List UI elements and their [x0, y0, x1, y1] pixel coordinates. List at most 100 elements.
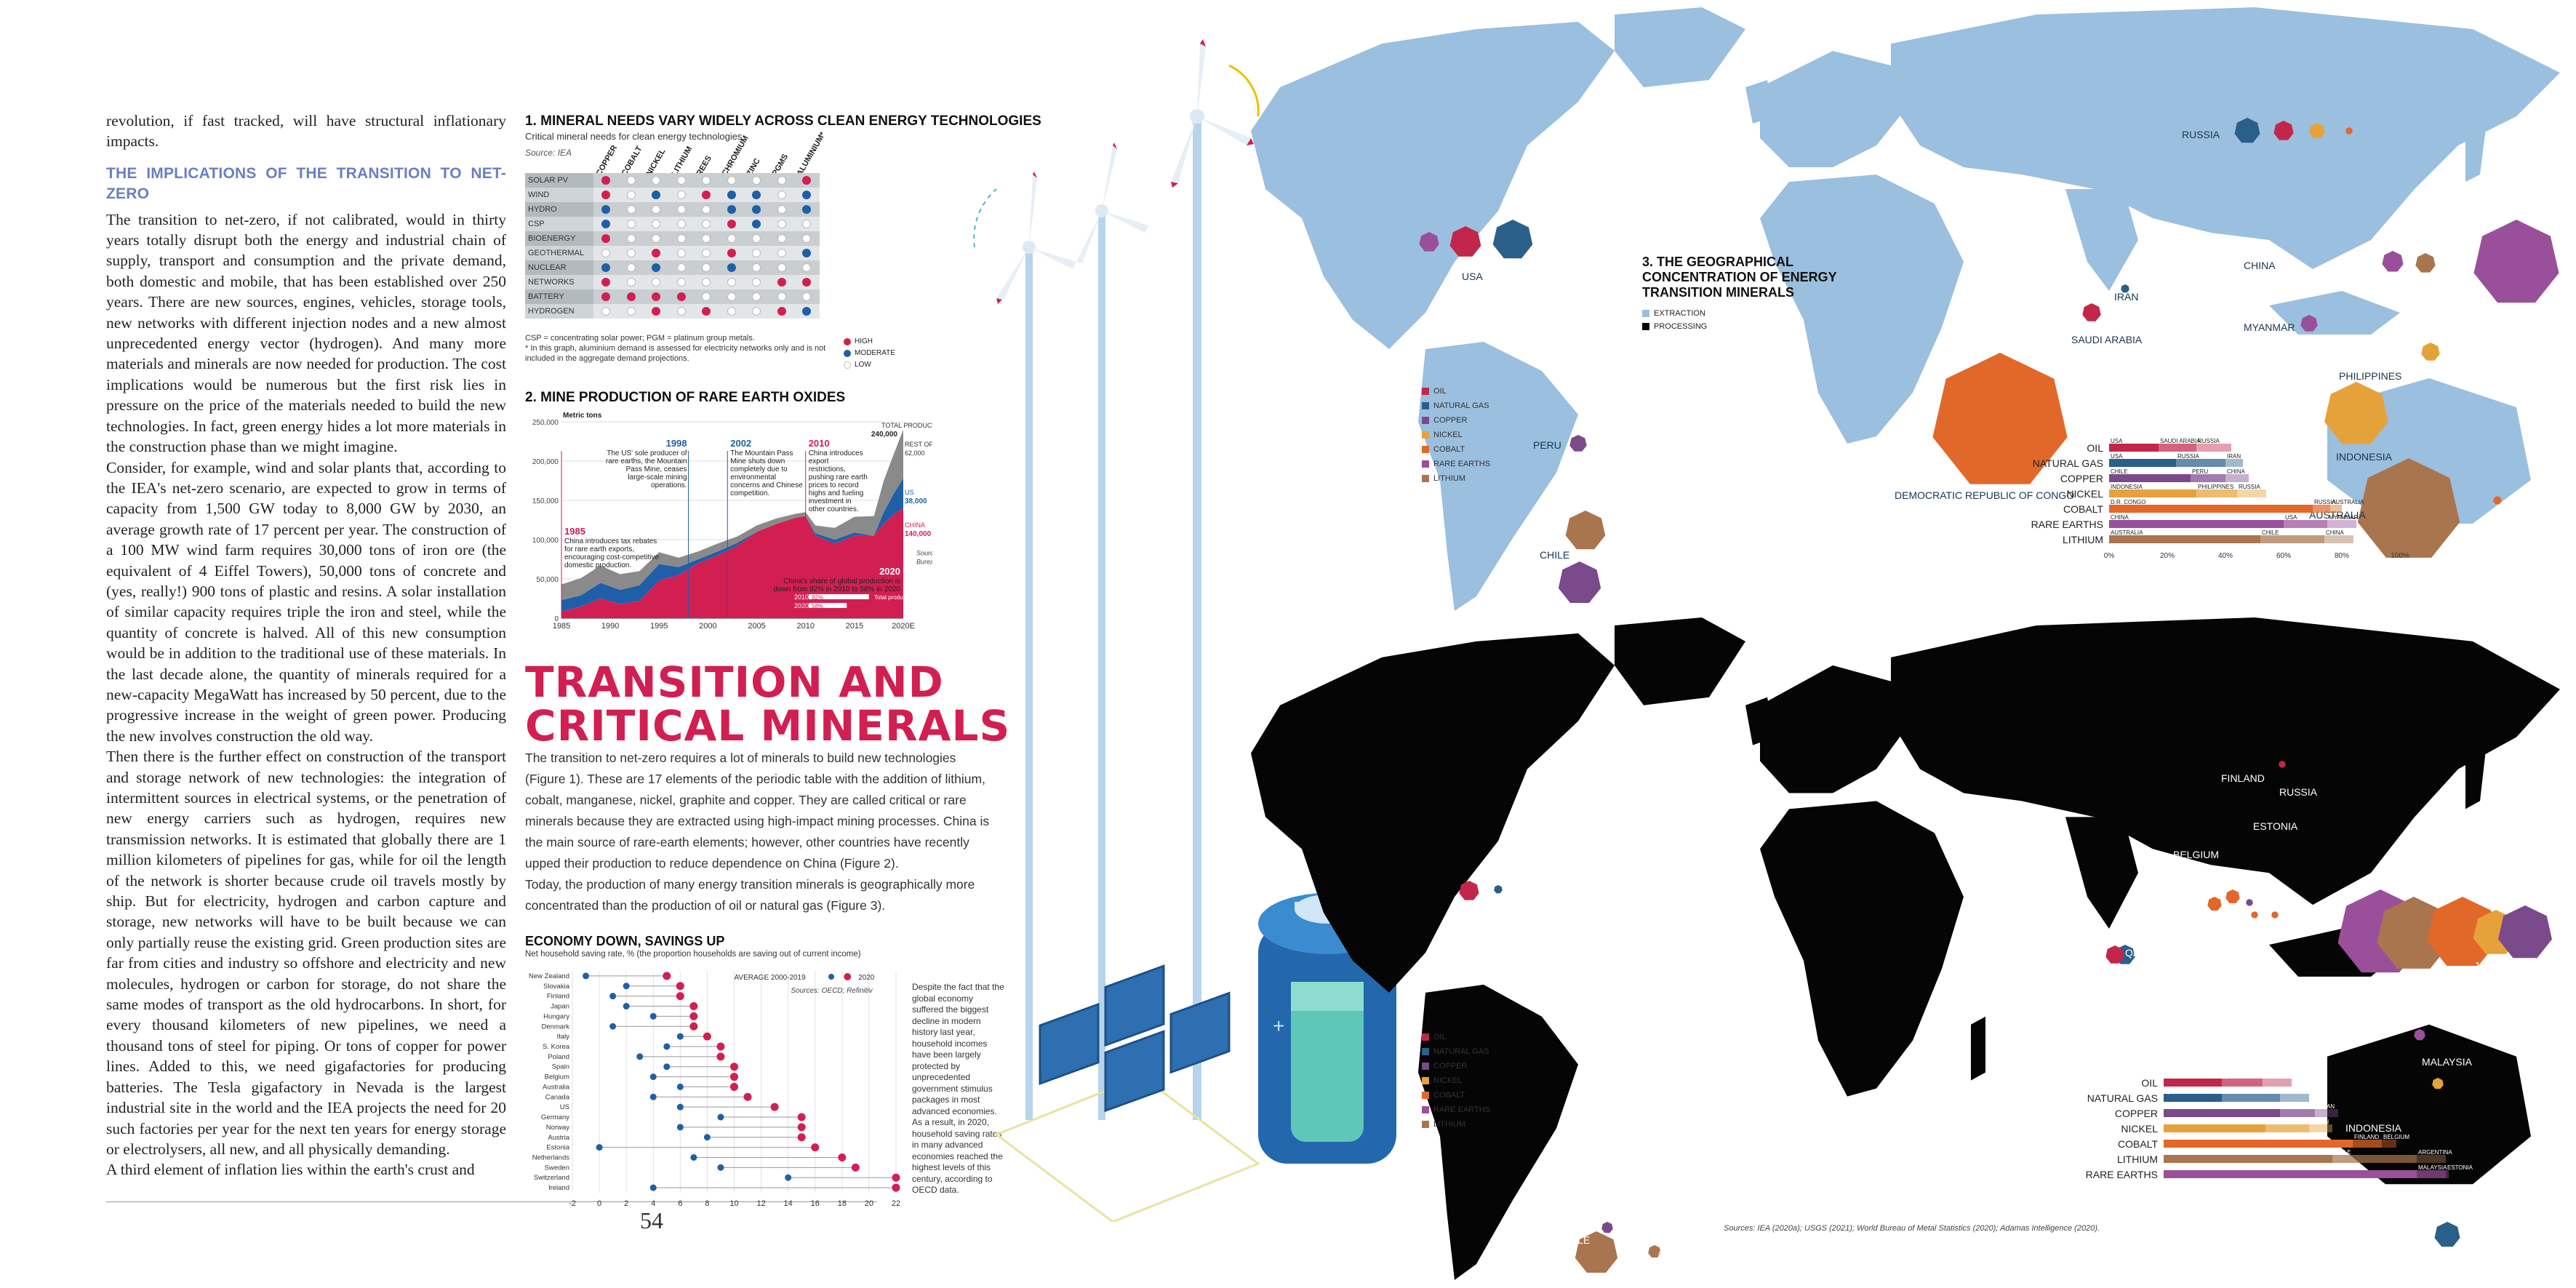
- annotation-text: The Mountain Pass: [730, 449, 793, 457]
- annotation-text: China introduces: [809, 449, 863, 457]
- table-cell: [769, 188, 795, 202]
- country-label: Australia: [543, 1083, 570, 1091]
- country-label: DEMOCRATIC REPUBLIC OF CONGO: [1895, 489, 2074, 501]
- table-cell: [593, 260, 619, 275]
- table-cell: [619, 173, 644, 188]
- 2020-dot: [797, 1133, 806, 1142]
- table-cell: [694, 260, 719, 275]
- 2020-dot: [851, 1163, 860, 1172]
- legend-label: COBALT: [1433, 445, 1465, 454]
- bar-label: COBALT: [2063, 503, 2103, 515]
- production-marker: [2309, 123, 2325, 138]
- segment-label: MALAYSIA: [2418, 1164, 2447, 1171]
- production-marker: [2246, 899, 2253, 906]
- technology-label: HYDRO: [525, 202, 593, 217]
- table-cell: [694, 188, 719, 202]
- table-cell: [744, 188, 769, 202]
- level-dot: [652, 307, 661, 316]
- technology-label: BATTERY: [525, 289, 593, 304]
- bar-segment: [2260, 535, 2324, 543]
- country-label: IRAN: [2114, 291, 2138, 303]
- table-cell: [619, 231, 644, 246]
- production-marker: [2377, 897, 2451, 969]
- production-marker: [2105, 945, 2124, 964]
- table-cell: [769, 173, 795, 188]
- bar-segment: [2222, 1094, 2280, 1102]
- article-column: revolution, if fast tracked, will have s…: [106, 111, 506, 1180]
- level-dot: [652, 292, 661, 301]
- landmass: [1891, 617, 2560, 905]
- section-heading: THE IMPLICATIONS OF THE TRANSITION TO NE…: [106, 164, 506, 203]
- country-label: S. Korea: [543, 1043, 570, 1051]
- table-cell: [744, 304, 769, 319]
- annotation-text: down from 92% in 2010 to 58% in 2020: [773, 585, 900, 593]
- level-dot: [702, 278, 711, 287]
- mineral-needs-table: SOLAR PV WIND HYDRO CSP BIOENERGY GEOTHERMAL N…: [525, 173, 820, 319]
- segment-label: AUSTRALIA: [2111, 529, 2143, 536]
- bar-segment: [2280, 1094, 2309, 1102]
- table-cell: [619, 188, 644, 202]
- legend-moderate: MODERATE: [844, 348, 895, 359]
- x-tick-label: 2010: [796, 622, 814, 631]
- technology-label: NUCLEAR: [525, 260, 593, 275]
- level-dot: [702, 191, 711, 199]
- country-label: MALAYSIA: [2422, 1056, 2473, 1068]
- avg-dot: [649, 1012, 657, 1020]
- bar-segment: [2164, 1155, 2332, 1163]
- savings-note: Despite the fact that the global economy…: [912, 982, 1004, 1195]
- segment-label: CHINA: [2165, 1119, 2184, 1125]
- annotation-text: Mine shuts down: [730, 457, 785, 465]
- table-cell: [719, 275, 745, 289]
- level-dot: [601, 292, 611, 301]
- x-tick-label: 20%: [2215, 1187, 2229, 1195]
- level-dot: [802, 292, 812, 301]
- table-row: BIOENERGY: [525, 231, 820, 246]
- article-paragraph: Then there is the further effect on cons…: [106, 748, 506, 1158]
- level-dot: [777, 220, 786, 228]
- annotation-text: competition.: [730, 489, 769, 497]
- figure2-source: Source: USGS Mineral Commodity Summaries: [916, 550, 932, 557]
- y-axis-units: Metric tons: [563, 412, 602, 420]
- table-cell: [744, 289, 769, 304]
- production-marker: [1565, 511, 1606, 550]
- level-dot: [777, 249, 786, 257]
- landmass: [2065, 817, 2138, 929]
- table-cell: [769, 275, 795, 289]
- bar-segment: [2417, 1170, 2446, 1178]
- legend-item: LITHIUM: [1422, 471, 1490, 486]
- country-label: RUSSIA: [2182, 129, 2220, 140]
- y-tick-label: 250,000: [532, 419, 559, 427]
- legend-label: COPPER: [1433, 1062, 1468, 1071]
- solar-panel-icon: [993, 964, 1261, 1222]
- segment-label: SAUDI ARABIA: [2160, 438, 2201, 444]
- 2020-dot: [730, 1073, 738, 1081]
- table-cell: [644, 304, 669, 319]
- avg-dot: [623, 1003, 630, 1010]
- bar-segment: [2159, 444, 2196, 452]
- table-cell: [644, 202, 669, 217]
- title-line: TRANSITION AND: [525, 657, 944, 707]
- savings-subtitle: Net household saving rate, % (the propor…: [525, 950, 861, 959]
- bar-segment: [2284, 520, 2327, 528]
- landmass: [1760, 175, 1964, 444]
- 2020-dot: [716, 1052, 725, 1061]
- country-label: PHILIPPINES: [2339, 370, 2401, 382]
- table-cell: [719, 202, 745, 217]
- level-dot: [727, 220, 736, 228]
- figure3-title-line: CONCENTRATION OF ENERGY: [1642, 270, 1837, 284]
- article-intro: revolution, if fast tracked, will have s…: [106, 112, 506, 151]
- legend-item: NATURAL GAS: [1422, 399, 1490, 413]
- avg-dot: [649, 1073, 657, 1081]
- 2020-dot: [676, 982, 684, 991]
- legend-item: OIL: [1422, 1030, 1490, 1044]
- table-cell: [593, 188, 619, 202]
- country-label: PERU: [1533, 439, 1561, 451]
- production-marker: [1449, 226, 1481, 257]
- production-marker: [2434, 1222, 2460, 1247]
- svg-text:+: +: [1273, 1015, 1284, 1037]
- table-cell: [619, 202, 644, 217]
- figure1-source: Source: IEA: [525, 148, 572, 158]
- table-cell: [669, 231, 695, 246]
- legend-swatch: [1422, 446, 1429, 453]
- level-dot: [752, 191, 761, 199]
